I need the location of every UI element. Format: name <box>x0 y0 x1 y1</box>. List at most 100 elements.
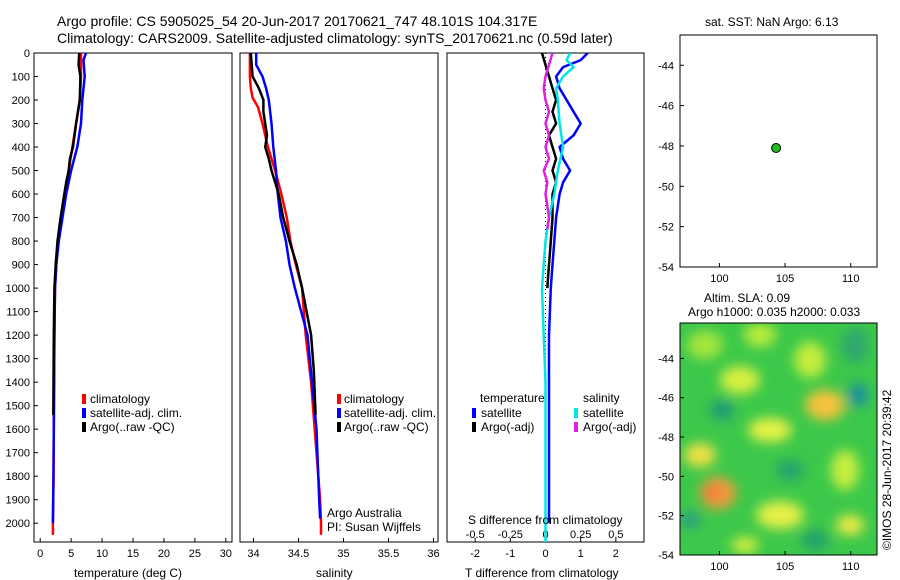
lon-tick-label: 100 <box>710 273 728 285</box>
header-line1: Argo profile: CS 5905025_54 20-Jun-2017 … <box>57 13 537 29</box>
s-diff-xlabel: S difference from climatology <box>468 513 623 527</box>
salinity-axes-box <box>239 52 439 543</box>
temperature-xlabel: temperature (deg C) <box>74 566 182 580</box>
salinity-panel: 34 34.5 35 35.5 36 salinity climatology sate… <box>239 52 440 580</box>
legend-label-argo: Argo(..raw -QC) <box>90 420 175 434</box>
lat-tick-label: -52 <box>658 222 674 234</box>
depth-tick-label: 2000 <box>6 518 30 530</box>
t-diff-xlabel: T difference from climatology <box>465 566 619 580</box>
sla-blob <box>836 515 864 535</box>
lat-tick-label: -54 <box>658 550 674 562</box>
temperature-panel: 0100200300400500600700800900100011001200… <box>6 48 233 580</box>
depth-tick-label: 1500 <box>6 401 30 413</box>
t-diff-tick-label: 2 <box>613 548 619 560</box>
legend-label-sal-argo: Argo(-adj) <box>583 420 636 434</box>
t-diff-tick-label: -1 <box>505 548 515 560</box>
x-tick-label: 10 <box>96 548 108 560</box>
sla-blob <box>704 486 720 498</box>
s-diff-tick-label: 0.5 <box>608 529 623 541</box>
map2-axes-box <box>679 322 878 556</box>
depth-tick-label: 1900 <box>6 495 30 507</box>
sla-blob <box>744 323 776 347</box>
depth-tick-label: 1000 <box>6 283 30 295</box>
sla-blob <box>848 383 868 407</box>
imos-timestamp: ©IMOS 28-Jun-2017 20:39:42 <box>880 389 894 550</box>
lon-tick-label: 105 <box>776 273 794 285</box>
location-map: sat. SST: NaN Argo: 6.13 -44 -46 -48 -50 -52… <box>658 15 878 285</box>
depth-tick-label: 800 <box>12 236 30 248</box>
map1-title: sat. SST: NaN Argo: 6.13 <box>705 15 839 29</box>
temp-series-line-3 <box>52 52 82 416</box>
legend-swatch-satellite <box>82 408 86 418</box>
difference-legend: temperature salinity satellite Argo(-adj… <box>472 391 636 434</box>
legend-swatch-satellite <box>337 408 341 418</box>
lat-tick-label: -46 <box>658 393 674 405</box>
x-tick-label: 0 <box>37 548 43 560</box>
depth-tick-label: 1700 <box>6 448 30 460</box>
depth-tick-label: 100 <box>12 72 30 84</box>
legend-label-temp-satellite: satellite <box>481 406 522 420</box>
lat-tick-label: -50 <box>658 181 674 193</box>
x-tick-label: 35.5 <box>378 548 399 560</box>
diff-series-line-1 <box>547 53 589 524</box>
sla-blob <box>756 501 804 529</box>
depth-tick-label: 1600 <box>6 424 30 436</box>
depth-tick-label: 300 <box>12 119 30 131</box>
depth-tick-label: 700 <box>12 213 30 225</box>
sla-blob <box>684 443 716 467</box>
depth-tick-label: 1100 <box>6 307 30 319</box>
header-line2: Climatology: CARS2009. Satellite-adjuste… <box>57 30 613 46</box>
salinity-legend: climatology satellite-adj. clim. Argo(..… <box>337 392 436 434</box>
depth-tick-label: 1200 <box>6 330 30 342</box>
depth-tick-label: 200 <box>12 95 30 107</box>
x-tick-label: 15 <box>127 548 139 560</box>
x-tick-label: 30 <box>220 548 232 560</box>
legend-label-sal-satellite: satellite <box>583 406 624 420</box>
salinity-xlabel: salinity <box>316 566 353 580</box>
legend-swatch-temp-satellite <box>472 408 476 418</box>
lon-tick-label: 100 <box>710 561 728 573</box>
t-diff-tick-label: -2 <box>470 548 480 560</box>
depth-tick-label: 1400 <box>6 377 30 389</box>
sla-blob <box>687 331 723 359</box>
depth-tick-label: 0 <box>24 48 30 60</box>
depth-tick-label: 400 <box>12 142 30 154</box>
legend-label-temp-argo: Argo(-adj) <box>481 420 534 434</box>
credit-line1: Argo Australia <box>327 506 402 520</box>
map2-subtitle: Argo h1000: 0.035 h2000: 0.033 <box>688 305 860 319</box>
x-tick-label: 34.5 <box>288 548 309 560</box>
sla-map: Altim. SLA: 0.09 Argo h1000: 0.035 h2000… <box>658 291 894 573</box>
credit-line2: PI: Susan Wijffels <box>327 520 421 534</box>
lon-tick-label: 110 <box>842 273 860 285</box>
lon-tick-label: 105 <box>776 561 794 573</box>
legend-swatch-temp-argo <box>472 422 476 432</box>
depth-tick-label: 1300 <box>6 354 30 366</box>
legend-label-satellite: satellite-adj. clim. <box>90 406 182 420</box>
diff-series-line-2 <box>540 53 558 289</box>
x-tick-label: 34 <box>247 548 259 560</box>
depth-tick-label: 600 <box>12 189 30 201</box>
map1-axes-box <box>679 34 878 268</box>
x-tick-label: 25 <box>189 548 201 560</box>
lat-tick-label: -46 <box>658 101 674 113</box>
legend-header-temperature: temperature <box>480 391 545 405</box>
lat-tick-label: -54 <box>658 262 674 274</box>
t-diff-tick-label: 1 <box>578 548 584 560</box>
lon-tick-label: 110 <box>842 561 860 573</box>
sla-blob <box>680 512 700 528</box>
legend-swatch-sal-satellite <box>574 408 578 418</box>
argo-float-marker <box>771 142 782 153</box>
legend-swatch-argo <box>337 422 341 432</box>
x-tick-label: 20 <box>158 548 170 560</box>
sla-blob <box>710 400 734 420</box>
legend-swatch-climatology <box>337 394 341 404</box>
legend-label-argo: Argo(..raw -QC) <box>344 420 429 434</box>
difference-panel: -2 -1 0 1 2-0.5 -0.25 0 0.25 0.5 temperature sal… <box>446 52 645 580</box>
legend-swatch-argo <box>82 422 86 432</box>
legend-label-satellite: satellite-adj. clim. <box>344 406 436 420</box>
sal-series-line-1 <box>248 53 323 535</box>
legend-swatch-climatology <box>82 394 86 404</box>
map2-title: Altim. SLA: 0.09 <box>704 291 790 305</box>
sla-blob <box>748 418 792 442</box>
